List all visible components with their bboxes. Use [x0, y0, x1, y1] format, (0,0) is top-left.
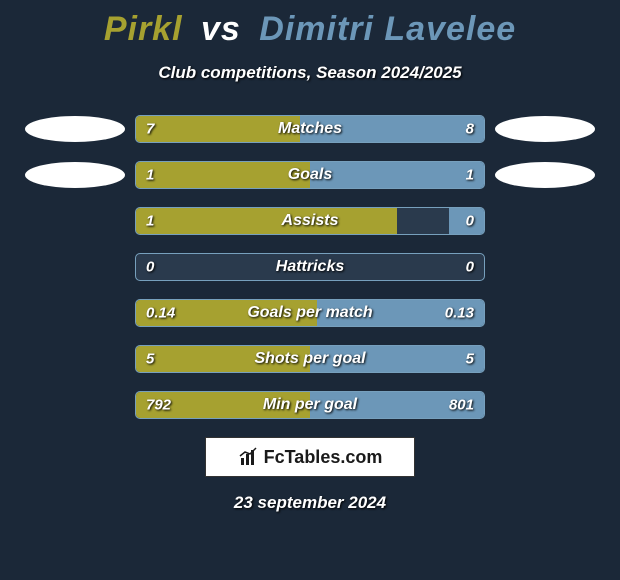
player1-value: 1	[146, 167, 154, 184]
player1-value: 0	[146, 259, 154, 276]
player1-bar	[136, 208, 397, 234]
player1-bar	[136, 162, 310, 188]
branding-text: FcTables.com	[264, 447, 383, 468]
player1-bar	[136, 116, 300, 142]
player2-value: 5	[466, 351, 474, 368]
stat-label: Matches	[278, 120, 342, 138]
stat-label: Goals per match	[247, 304, 372, 322]
player2-bar	[310, 162, 484, 188]
player2-marker	[495, 116, 595, 142]
stat-row: 792 801 Min per goal	[0, 391, 620, 419]
player2-value: 0	[466, 259, 474, 276]
player1-value: 1	[146, 213, 154, 230]
player1-value: 792	[146, 397, 171, 414]
stat-bar-track: 5 5 Shots per goal	[135, 345, 485, 373]
stat-bar-track: 792 801 Min per goal	[135, 391, 485, 419]
stat-row: 1 0 Assists	[0, 207, 620, 235]
player1-marker	[25, 116, 125, 142]
stat-bar-track: 1 1 Goals	[135, 161, 485, 189]
stat-label: Goals	[288, 166, 332, 184]
stat-label: Shots per goal	[254, 350, 365, 368]
player1-name: Pirkl	[104, 10, 183, 48]
stat-bar-track: 1 0 Assists	[135, 207, 485, 235]
player2-value: 0.13	[445, 305, 474, 322]
player1-value: 5	[146, 351, 154, 368]
vs-text: vs	[201, 10, 241, 48]
stat-row: 0 0 Hattricks	[0, 253, 620, 281]
stat-row: 5 5 Shots per goal	[0, 345, 620, 373]
stat-label: Assists	[282, 212, 339, 230]
stat-row: 0.14 0.13 Goals per match	[0, 299, 620, 327]
stat-label: Min per goal	[263, 396, 357, 414]
player2-marker	[495, 162, 595, 188]
stat-row: 1 1 Goals	[0, 161, 620, 189]
comparison-title: Pirkl vs Dimitri Lavelee	[0, 0, 620, 49]
stats-chart: 7 8 Matches 1 1 Goals 1 0 Assists 0 0 Hattricks 0.14…	[0, 115, 620, 419]
stat-row: 7 8 Matches	[0, 115, 620, 143]
player1-marker	[25, 162, 125, 188]
branding-box: FcTables.com	[205, 437, 415, 477]
player1-value: 0.14	[146, 305, 175, 322]
player1-value: 7	[146, 121, 154, 138]
stat-bar-track: 0 0 Hattricks	[135, 253, 485, 281]
branding-icon	[238, 446, 260, 468]
player2-value: 1	[466, 167, 474, 184]
player2-value: 801	[449, 397, 474, 414]
player2-name: Dimitri Lavelee	[259, 10, 516, 48]
player2-value: 8	[466, 121, 474, 138]
stat-bar-track: 0.14 0.13 Goals per match	[135, 299, 485, 327]
date-text: 23 september 2024	[0, 493, 620, 513]
stat-label: Hattricks	[276, 258, 344, 276]
player2-value: 0	[466, 213, 474, 230]
subtitle: Club competitions, Season 2024/2025	[0, 63, 620, 83]
stat-bar-track: 7 8 Matches	[135, 115, 485, 143]
